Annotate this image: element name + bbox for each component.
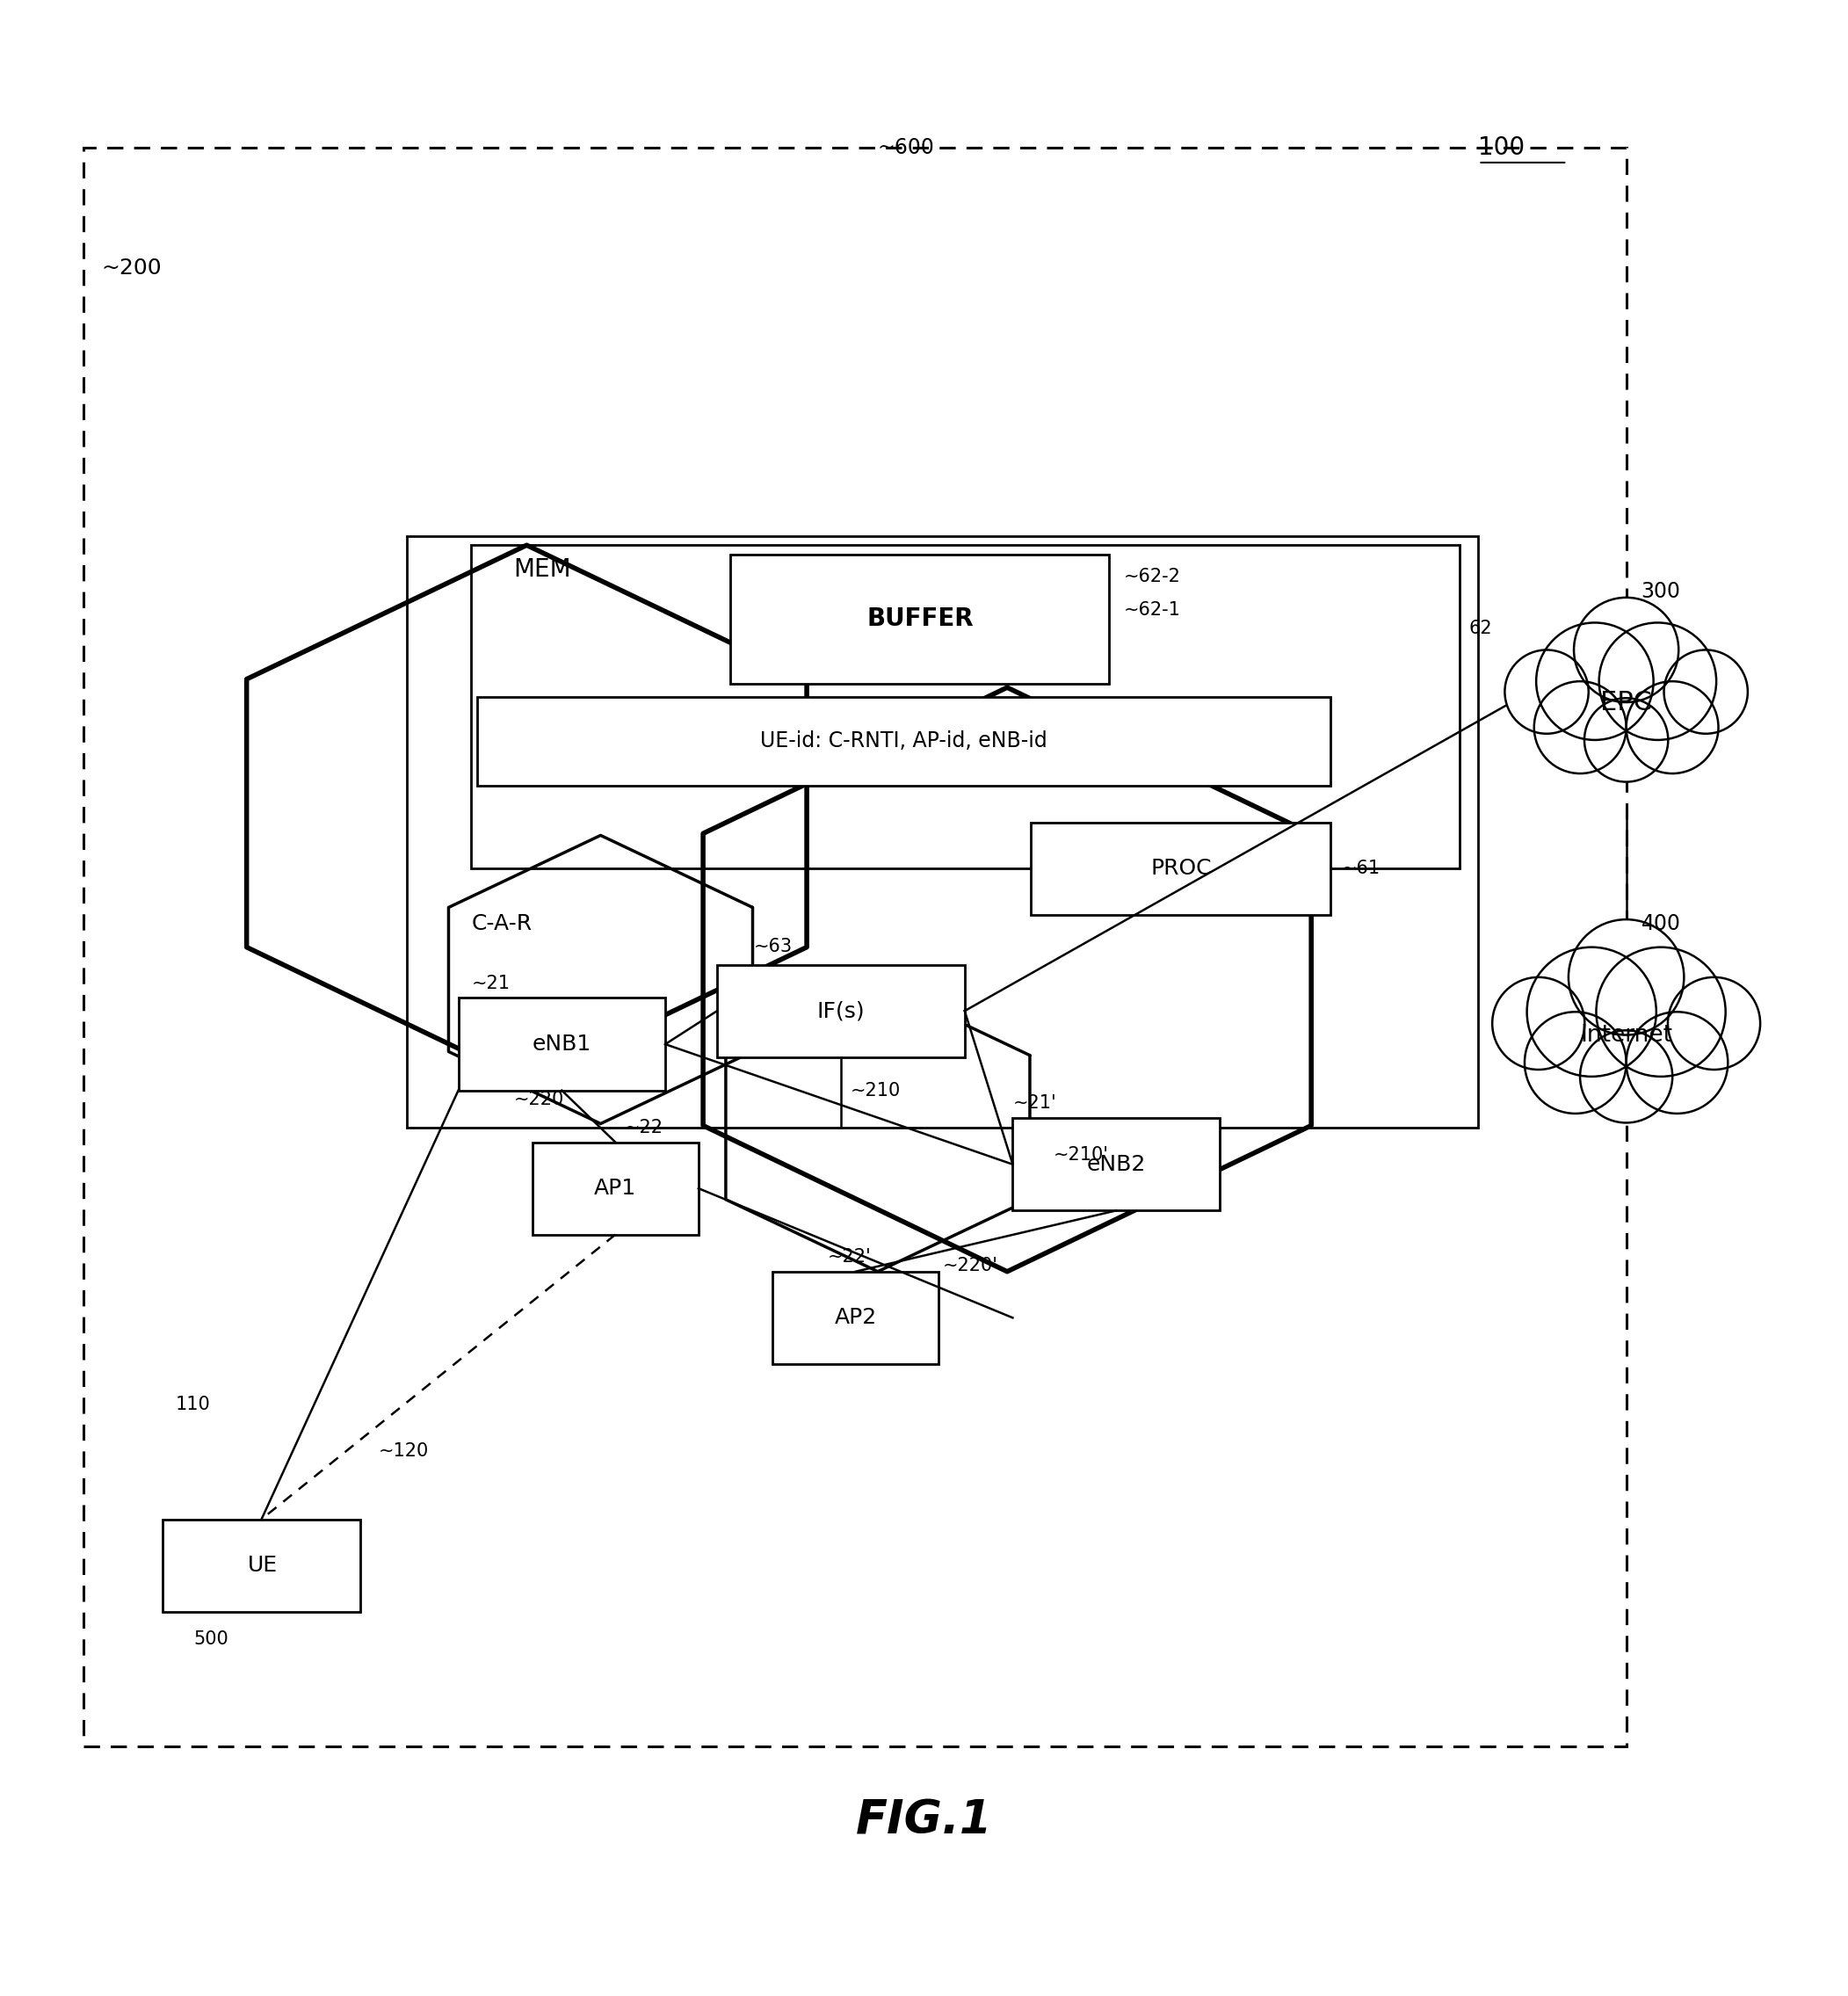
Text: ~21: ~21: [471, 974, 510, 992]
Text: ~200: ~200: [102, 257, 163, 279]
Text: FIG.1: FIG.1: [856, 1798, 992, 1844]
Text: AP1: AP1: [595, 1178, 636, 1200]
Circle shape: [1584, 699, 1669, 782]
Circle shape: [1669, 978, 1761, 1070]
Text: 400: 400: [1641, 914, 1680, 934]
Text: UE: UE: [248, 1555, 277, 1577]
Bar: [471, 545, 1460, 868]
Text: 500: 500: [194, 1631, 229, 1649]
Text: Internet: Internet: [1580, 1024, 1672, 1046]
Circle shape: [1626, 1012, 1728, 1114]
Text: ~220': ~220': [942, 1257, 998, 1275]
Text: ~22': ~22': [828, 1248, 872, 1265]
Text: eNB1: eNB1: [532, 1034, 591, 1054]
Text: ~22: ~22: [625, 1118, 663, 1136]
Circle shape: [1580, 1030, 1672, 1124]
Bar: [163, 1519, 360, 1611]
Text: ~600: ~600: [878, 138, 933, 158]
Text: ~63: ~63: [754, 938, 793, 954]
Bar: [1013, 1118, 1220, 1210]
Text: eNB2: eNB2: [1087, 1154, 1146, 1176]
Bar: [83, 148, 1626, 1747]
Circle shape: [1569, 920, 1684, 1036]
Circle shape: [1574, 597, 1678, 703]
Circle shape: [1534, 681, 1626, 774]
Circle shape: [1626, 681, 1719, 774]
Text: ~220: ~220: [514, 1092, 564, 1108]
Text: PROC: PROC: [1149, 858, 1212, 878]
Text: AP2: AP2: [835, 1307, 876, 1327]
Circle shape: [1597, 948, 1726, 1076]
Text: ~62-1: ~62-1: [1124, 601, 1181, 619]
Circle shape: [1525, 1012, 1626, 1114]
Circle shape: [1493, 978, 1586, 1070]
Text: ~62-2: ~62-2: [1124, 567, 1181, 585]
Circle shape: [1599, 623, 1717, 741]
Text: BUFFER: BUFFER: [867, 607, 974, 631]
Bar: [477, 697, 1331, 786]
Text: ~120: ~120: [379, 1441, 429, 1459]
Text: UE-id: C-RNTI, AP-id, eNB-id: UE-id: C-RNTI, AP-id, eNB-id: [760, 731, 1048, 752]
Circle shape: [1663, 651, 1748, 735]
Bar: [717, 964, 965, 1058]
Text: ~21': ~21': [1013, 1094, 1057, 1112]
Text: 300: 300: [1641, 581, 1680, 603]
Text: 100: 100: [1478, 136, 1525, 160]
Bar: [1031, 822, 1331, 914]
Bar: [772, 1271, 939, 1363]
Bar: [407, 535, 1478, 1128]
Circle shape: [1504, 651, 1589, 735]
Text: 110: 110: [176, 1395, 211, 1413]
Circle shape: [1526, 948, 1656, 1076]
Text: ~210': ~210': [1053, 1146, 1109, 1164]
Text: ~210: ~210: [850, 1082, 900, 1100]
Text: C-A-R: C-A-R: [471, 914, 532, 934]
Text: IF(s): IF(s): [817, 1000, 865, 1022]
Text: MEM: MEM: [514, 557, 571, 581]
Text: 62: 62: [1469, 619, 1493, 637]
Bar: [730, 555, 1109, 685]
Circle shape: [1536, 623, 1654, 741]
Text: EPC: EPC: [1600, 689, 1652, 715]
Bar: [532, 1142, 699, 1236]
Text: ~61: ~61: [1342, 860, 1380, 878]
Bar: [458, 998, 665, 1090]
